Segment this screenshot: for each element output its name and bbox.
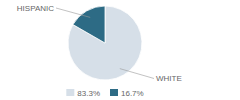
legend: 83.3% 16.7% bbox=[66, 89, 143, 98]
legend-item: 83.3% bbox=[66, 89, 100, 98]
legend-swatch bbox=[110, 89, 118, 96]
pie-slice bbox=[68, 6, 142, 80]
legend-swatch bbox=[66, 89, 74, 96]
legend-label: 16.7% bbox=[121, 89, 144, 98]
pie-slice bbox=[73, 6, 105, 43]
pie bbox=[68, 6, 142, 80]
legend-item: 16.7% bbox=[110, 89, 144, 98]
slice-label: WHITE bbox=[156, 74, 182, 83]
legend-label: 83.3% bbox=[77, 89, 100, 98]
slice-label: HISPANIC bbox=[17, 4, 54, 13]
chart: WHITE HISPANIC 83.3% 16.7% bbox=[0, 0, 240, 100]
slice-labels: WHITE HISPANIC bbox=[17, 4, 182, 83]
annotation-line bbox=[120, 69, 154, 79]
annotation-line bbox=[56, 8, 90, 17]
